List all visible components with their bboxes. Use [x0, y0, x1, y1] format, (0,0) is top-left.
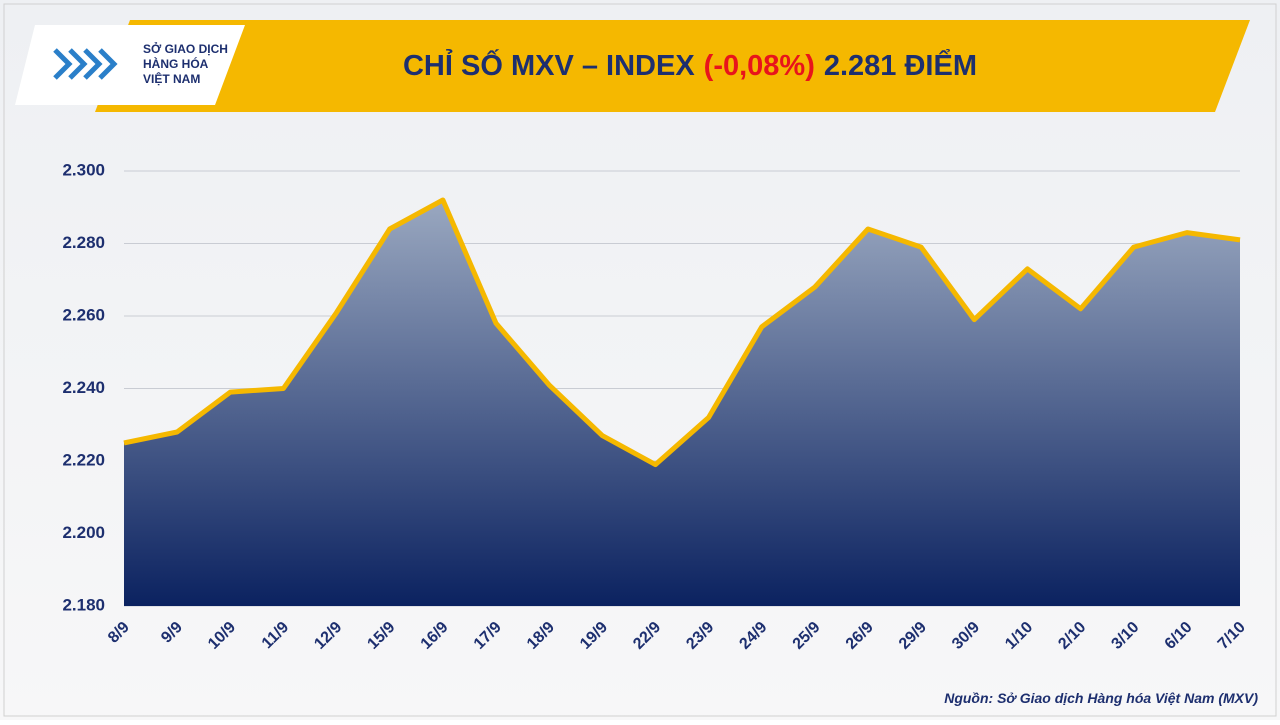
- logo-card: [15, 25, 245, 105]
- y-tick-label: 2.220: [62, 450, 105, 469]
- chart-title: CHỈ SỐ MXV – INDEX (-0,08%) 2.281 ĐIỂM: [403, 48, 977, 82]
- header-band: [95, 20, 1250, 112]
- logo-mark: [53, 48, 118, 80]
- line: [123, 197, 1241, 468]
- y-tick-label: 2.280: [62, 233, 105, 252]
- logo-text: HÀNG HÓA: [143, 56, 209, 71]
- frame: [3, 3, 1277, 717]
- y-tick-label: 2.180: [62, 595, 105, 614]
- logo-text: VIỆT NAM: [143, 71, 200, 86]
- title-change: (-0,08%): [704, 50, 815, 82]
- y-tick-label: 2.260: [62, 305, 105, 324]
- y-tick-label: 2.300: [62, 160, 105, 179]
- source: Nguồn: Sở Giao dịch Hàng hóa Việt Nam (M…: [944, 690, 1258, 706]
- y-tick-label: 2.240: [62, 378, 105, 397]
- logo-text: SỞ GIAO DỊCH: [143, 41, 228, 56]
- y-tick-label: 2.200: [62, 523, 105, 542]
- title-value: 2.281 ĐIỂM: [824, 48, 977, 82]
- title-text: CHỈ SỐ MXV – INDEX: [403, 48, 695, 82]
